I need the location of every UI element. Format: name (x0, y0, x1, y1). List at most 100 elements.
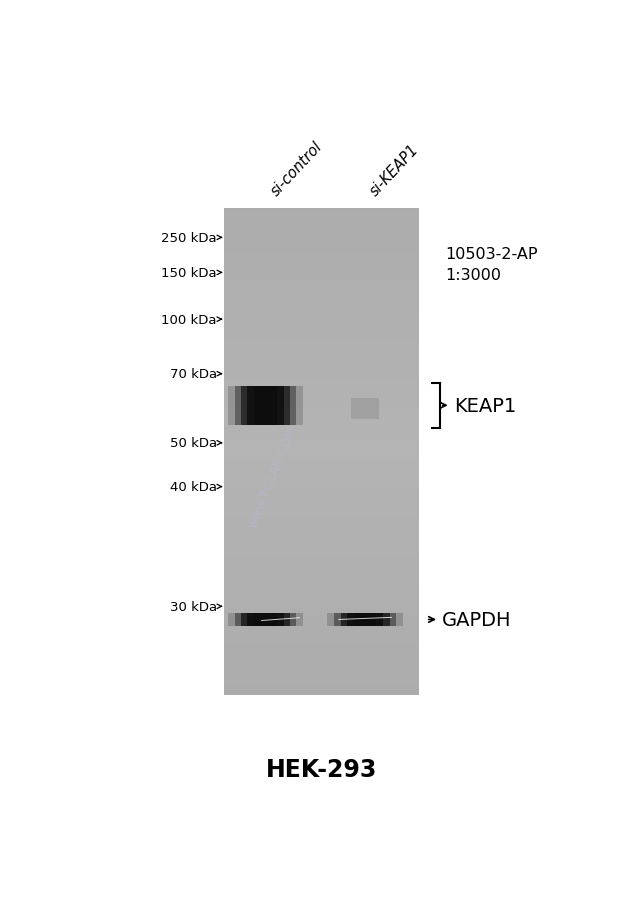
Bar (224, 465, 419, 470)
Text: 70 kDa: 70 kDa (170, 368, 217, 381)
Bar (224, 306, 419, 312)
Bar (224, 416, 419, 421)
Bar (224, 470, 419, 476)
Bar (224, 398, 419, 403)
Bar (224, 391, 419, 398)
Bar (224, 354, 419, 361)
Bar (224, 525, 419, 531)
Bar (224, 343, 419, 349)
Bar (234, 613, 297, 627)
Bar (224, 640, 419, 647)
Text: si-KEAP1: si-KEAP1 (367, 142, 422, 198)
Bar (224, 513, 419, 519)
Bar (224, 379, 419, 385)
Bar (224, 543, 419, 549)
Bar (228, 613, 303, 627)
Bar (224, 647, 419, 652)
Bar (224, 428, 419, 434)
Bar (224, 336, 419, 343)
Bar (224, 361, 419, 367)
Bar (224, 652, 419, 658)
Bar (224, 446, 419, 452)
Bar (224, 561, 419, 567)
Text: 150 kDa: 150 kDa (161, 267, 217, 280)
Text: GAPDH: GAPDH (442, 611, 512, 630)
Bar (224, 227, 419, 234)
Bar (224, 276, 419, 281)
Bar (224, 683, 419, 689)
Bar (224, 385, 419, 391)
Bar (224, 616, 419, 622)
Bar (241, 613, 290, 627)
Bar (224, 671, 419, 676)
Bar (248, 386, 283, 426)
Bar (224, 452, 419, 458)
Bar (224, 294, 419, 300)
Bar (334, 613, 396, 627)
Bar (224, 281, 419, 288)
Bar (224, 209, 419, 215)
Text: 10503-2-AP
1:3000: 10503-2-AP 1:3000 (445, 246, 538, 282)
Text: www.TGLAB.COM: www.TGLAB.COM (246, 424, 299, 529)
Bar (224, 494, 419, 501)
Text: 40 kDa: 40 kDa (170, 481, 217, 493)
Bar (350, 398, 379, 419)
Bar (224, 489, 419, 494)
Bar (224, 629, 419, 634)
Bar (224, 507, 419, 513)
Bar (224, 403, 419, 410)
Bar (224, 689, 419, 695)
Bar (224, 300, 419, 306)
Bar (224, 325, 419, 330)
Text: KEAP1: KEAP1 (455, 396, 517, 415)
Bar (224, 519, 419, 525)
Bar (224, 634, 419, 640)
Bar (224, 263, 419, 270)
Bar (224, 622, 419, 629)
Bar (224, 258, 419, 263)
Bar (224, 676, 419, 683)
Bar (254, 613, 277, 627)
Bar (224, 221, 419, 227)
Bar (224, 556, 419, 561)
Text: 50 kDa: 50 kDa (170, 437, 217, 450)
Bar (224, 239, 419, 245)
Text: 250 kDa: 250 kDa (161, 232, 217, 244)
Bar (228, 386, 303, 426)
Text: 30 kDa: 30 kDa (170, 600, 217, 613)
Bar (224, 318, 419, 325)
Bar (224, 245, 419, 252)
Bar (354, 613, 376, 627)
Bar (224, 410, 419, 416)
Bar (224, 367, 419, 373)
Bar (224, 434, 419, 440)
Bar (241, 386, 290, 426)
Bar (248, 613, 283, 627)
Bar (224, 252, 419, 258)
Bar (224, 537, 419, 543)
Bar (224, 440, 419, 446)
Text: 100 kDa: 100 kDa (161, 313, 217, 327)
Bar (224, 288, 419, 294)
Bar (224, 580, 419, 585)
Bar (224, 604, 419, 610)
Bar (224, 215, 419, 221)
Bar (224, 501, 419, 507)
Bar (224, 312, 419, 318)
Bar (224, 531, 419, 537)
Bar (327, 613, 403, 627)
Bar (224, 592, 419, 598)
Bar (224, 458, 419, 465)
Bar (224, 610, 419, 616)
Bar (224, 476, 419, 483)
Bar (254, 386, 277, 426)
Bar (224, 549, 419, 556)
Bar (224, 658, 419, 665)
Bar (224, 421, 419, 428)
Bar (340, 613, 389, 627)
Bar (224, 270, 419, 276)
Bar (224, 483, 419, 489)
Bar (224, 574, 419, 580)
Bar (224, 373, 419, 379)
Bar (224, 567, 419, 574)
